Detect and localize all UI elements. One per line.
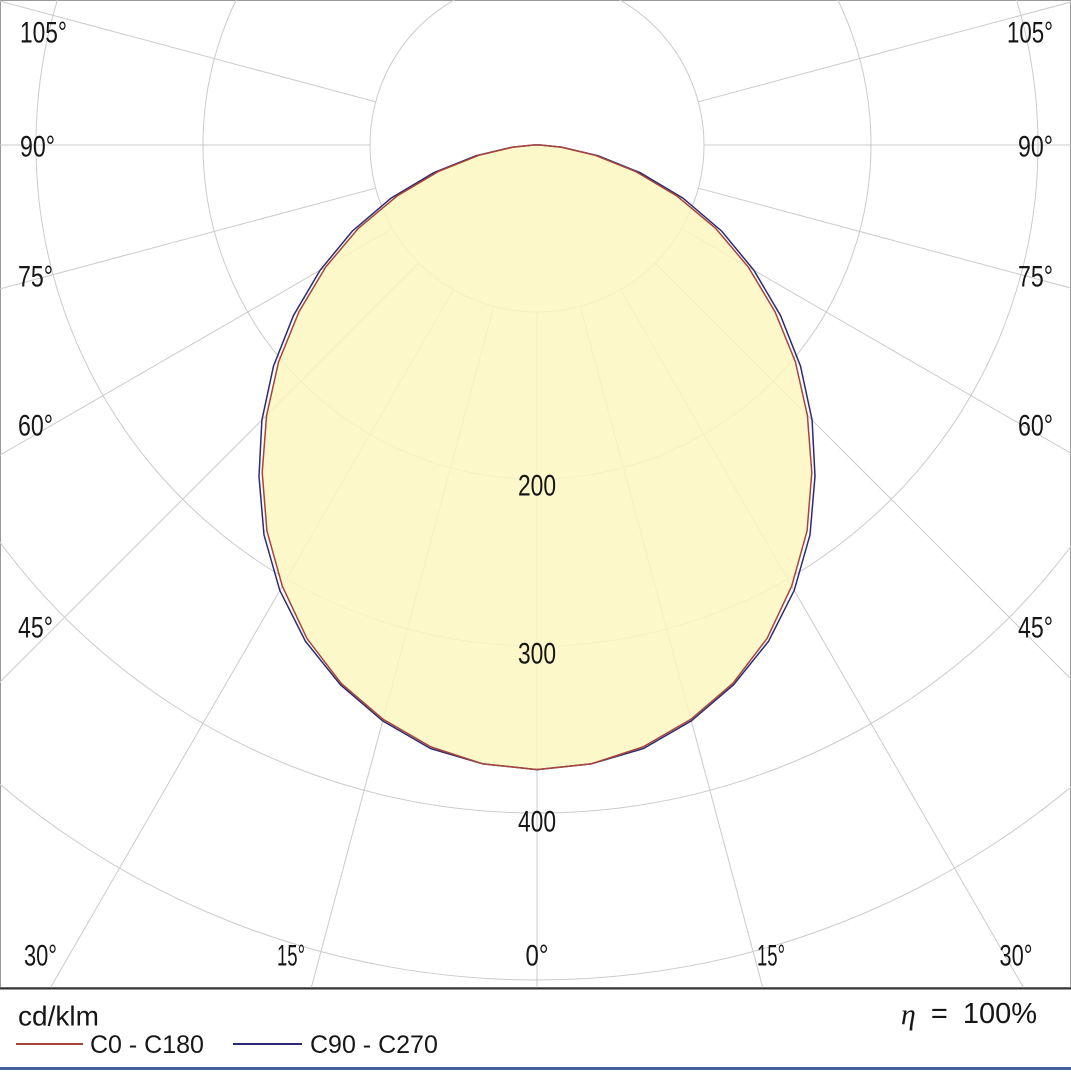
angle-tick-label: 0° — [526, 940, 549, 973]
radial-tick-label: 300 — [518, 638, 556, 671]
angle-tick-label: 90° — [20, 131, 55, 164]
footer-bottom-rule — [0, 1067, 1071, 1070]
intensity-fill — [262, 145, 812, 770]
angle-tick-label: 45° — [1018, 612, 1053, 645]
angle-tick-label: 45° — [18, 612, 53, 645]
angle-tick-label: 75° — [1018, 261, 1053, 294]
angle-tick-label: 15° — [757, 940, 785, 973]
eta-symbol: η — [901, 998, 916, 1031]
efficiency-label: η = 100% — [901, 998, 1037, 1031]
angle-labels: 105° 90° 75° 60° 45° 30° 15° 0° 15° 30° 45° 60° 75° 9… — [18, 17, 1053, 973]
angle-tick-label: 30° — [24, 940, 57, 973]
radial-tick-label: 400 — [518, 806, 556, 839]
curve-c0-c180 — [261, 144, 813, 771]
angle-tick-label: 105° — [20, 17, 67, 50]
legend-label-c90-c270: C90 - C270 — [310, 1031, 438, 1059]
angle-tick-label: 105° — [1007, 17, 1053, 50]
angle-tick-label: 15° — [277, 940, 305, 973]
eta-value: = 100% — [916, 998, 1037, 1030]
angle-tick-label: 30° — [1000, 940, 1033, 973]
unit-label: cd/klm — [18, 1001, 99, 1032]
footer: cd/klm η = 100% C0 - C180 C90 - C270 — [0, 998, 1071, 1070]
angle-tick-label: 75° — [18, 261, 53, 294]
angle-tick-label: 60° — [1018, 410, 1053, 443]
radial-labels: 200 300 400 — [518, 470, 556, 839]
angle-tick-label: 90° — [1018, 131, 1053, 164]
legend-label-c0-c180: C0 - C180 — [90, 1031, 204, 1059]
distribution-curves — [258, 144, 816, 771]
radial-tick-label: 200 — [518, 470, 556, 503]
angle-tick-label: 60° — [18, 410, 53, 443]
